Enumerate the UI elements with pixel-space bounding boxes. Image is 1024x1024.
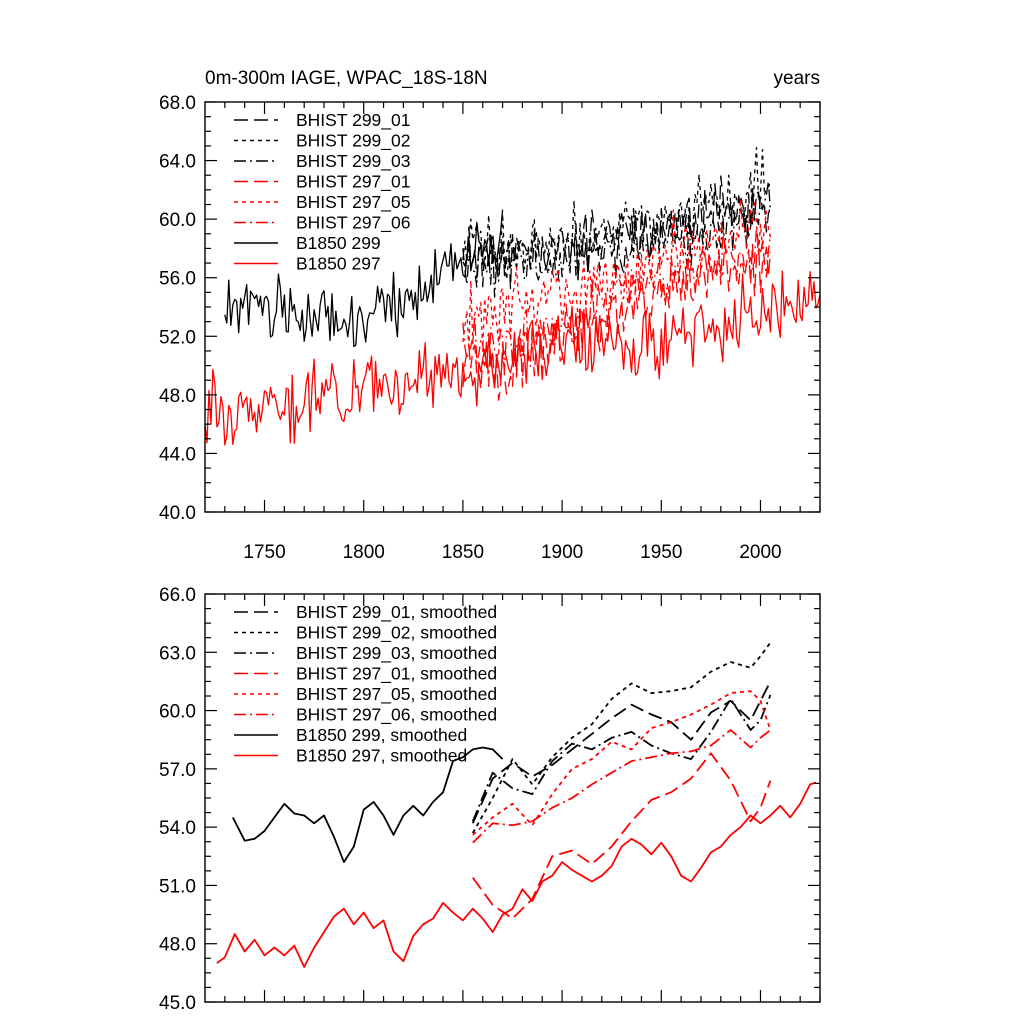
series-line-2 [472,642,772,834]
legend-label-1: BHIST 299_01, smoothed [296,602,497,623]
legend-label-5: BHIST 297_05 [296,192,410,213]
legend-label-4: BHIST 297_01 [296,172,410,193]
series-line-6 [472,729,771,844]
x-tick-label: 1750 [243,542,285,563]
series-line-1 [471,680,772,824]
legend-label-1: BHIST 299_01 [296,110,410,131]
legend-label-7: B1850 299, smoothed [296,725,467,745]
chart-units-label: years [774,68,820,89]
y-tick-label: 68.0 [159,93,196,114]
y-tick-label: 48.0 [159,935,196,956]
y-tick-label: 63.0 [159,643,196,664]
y-tick-label: 66.0 [159,585,196,606]
x-tick-label: 1950 [640,542,682,563]
legend-label-6: BHIST 297_06 [296,213,410,234]
series-line-3 [471,694,772,822]
x-tick-label: 1800 [343,542,385,563]
legend-label-7: B1850 299 [296,233,381,253]
data-lines [216,642,817,968]
y-tick-label: 40.0 [159,503,196,524]
y-tick-label: 64.0 [159,152,196,173]
y-tick-label: 45.0 [159,993,196,1014]
legend-label-3: BHIST 299_03 [296,151,410,172]
x-tick-label: 1850 [442,542,484,563]
chart-panel-1: 0m-300m IAGE, WPAC_18S-18N years 40.0 44.0 4… [159,68,821,563]
series-line-5 [472,690,772,836]
series-line-7 [224,209,504,348]
legend-label-8: B1850 297, smoothed [296,746,467,766]
legend-label-2: BHIST 299_02 [296,131,410,152]
legend-label-4: BHIST 297_01, smoothed [296,664,497,685]
series-line-7 [231,746,504,863]
legend-label-2: BHIST 299_02, smoothed [296,623,497,644]
series-line-8 [205,270,820,446]
y-tick-label: 60.0 [159,702,196,723]
series-line-4 [472,752,772,920]
y-tick-label: 57.0 [159,760,196,781]
y-tick-label: 60.0 [159,210,196,231]
legend-label-8: B1850 297 [296,254,381,274]
y-tick-label: 48.0 [159,386,196,407]
series-line-8 [216,781,817,968]
y-tick-label: 44.0 [159,444,196,465]
series-line-6 [462,226,772,388]
y-tick-label: 56.0 [159,269,196,290]
y-tick-label: 51.0 [159,876,196,897]
x-tick-label: 1900 [541,542,583,563]
chart-title: 0m-300m IAGE, WPAC_18S-18N [205,68,488,89]
legend-label-3: BHIST 299_03, smoothed [296,643,497,664]
chart-panel-2: 45.0 48.0 51.0 54.0 57.0 60.0 63.0 66.0 BHIST 29… [159,585,821,1014]
series-line-4 [462,239,772,401]
y-tick-label: 54.0 [159,818,196,839]
series-line-2 [462,146,771,283]
series-line-5 [462,197,772,352]
data-lines [205,146,820,446]
y-tick-label: 52.0 [159,327,196,348]
series-line-1 [462,175,772,290]
legend-label-5: BHIST 297_05, smoothed [296,684,497,705]
legend-label-6: BHIST 297_06, smoothed [296,705,497,726]
x-tick-label: 2000 [739,542,781,563]
